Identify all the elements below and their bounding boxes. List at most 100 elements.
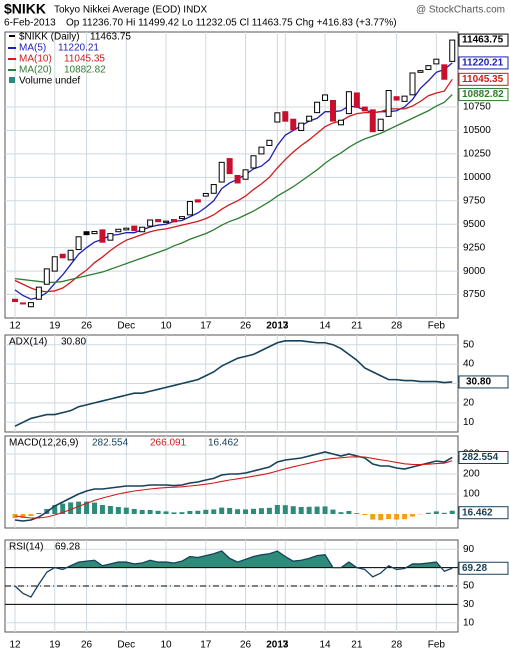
x-tick-label: 26 (240, 640, 252, 651)
y-tick-label: 9250 (463, 242, 486, 253)
histogram-bar (187, 511, 193, 514)
candle-body (353, 92, 360, 108)
x-tick-label: 12 (9, 321, 21, 332)
x-tick-label: Feb (428, 321, 446, 332)
histogram-bar (131, 509, 137, 514)
value-tag-label: 11463.75 (462, 35, 504, 46)
candle-body (234, 174, 241, 184)
histogram-bar (338, 512, 344, 514)
histogram-bar (147, 510, 153, 514)
legend-label: $NIKK (Daily) (19, 32, 80, 43)
value-tag: 11220.21 (458, 56, 509, 70)
histogram-bar (274, 505, 280, 514)
panel-value: 69.28 (55, 542, 80, 553)
y-tick-label: 9500 (463, 219, 486, 230)
candle-body (330, 99, 336, 122)
histogram-bar (195, 510, 201, 514)
candle-body (147, 219, 154, 227)
overbought-fill (15, 551, 453, 568)
value-tag-box (458, 72, 509, 86)
histogram-bar (123, 507, 129, 514)
legend-value: 11045.35 (64, 54, 105, 65)
histogram-bar (425, 512, 431, 514)
candle-body (449, 39, 456, 62)
histogram-bar (251, 508, 256, 514)
legend-label: Volume undef (19, 76, 80, 87)
histogram-bar (139, 510, 145, 514)
x-tick-label: 26 (81, 640, 93, 651)
x-tick-label: 19 (49, 321, 61, 332)
y-tick-label: 9750 (463, 195, 486, 206)
y-tick-label: 30 (463, 599, 475, 610)
candle-body (385, 90, 392, 117)
histogram-bar (362, 514, 368, 515)
histogram-bar (346, 511, 352, 514)
candle-body (266, 139, 273, 146)
histogram-bar (266, 507, 272, 514)
value-tag: 282.554 (458, 450, 509, 464)
legend-swatch (9, 77, 15, 83)
x-tick-label: 2013 (266, 321, 289, 332)
histogram-bar (330, 509, 336, 514)
x-tick-label: 14 (319, 640, 331, 651)
value-tag-label: 16.462 (462, 507, 493, 518)
y-tick-label: 100 (463, 489, 480, 500)
legend-label: MA(10) (19, 54, 52, 65)
symbol-name: Tokyo Nikkei Average (EOD) INDX (54, 5, 208, 16)
x-tick-label: 17 (200, 321, 212, 332)
candle-body (322, 94, 329, 101)
y-tick-label: 10 (463, 617, 475, 628)
histogram-bar (235, 509, 241, 514)
panel-value: 16.462 (208, 438, 239, 449)
panel-label: RSI(14) (9, 542, 43, 553)
candle-body (433, 58, 440, 65)
value-tag-label: 282.554 (462, 452, 499, 463)
histogram-bar (171, 512, 177, 514)
candle-body (99, 229, 106, 243)
candle-body (258, 146, 265, 155)
y-tick-label: 90 (463, 544, 475, 555)
histogram-bar (306, 506, 312, 514)
candle-body (194, 199, 201, 203)
histogram-bar (410, 514, 415, 517)
x-tick-label: 28 (391, 640, 403, 651)
x-tick-label: 7 (283, 640, 289, 651)
candle-body (202, 192, 209, 197)
histogram-bar (60, 503, 66, 514)
value-tag-box (458, 88, 509, 102)
y-tick-label: 10500 (463, 125, 491, 136)
histogram-bar (322, 506, 328, 514)
value-tag-box (458, 56, 509, 70)
value-tag: 16.462 (458, 506, 509, 520)
histogram-bar (155, 510, 161, 514)
panel-label: MACD(12,26,9) (9, 438, 78, 449)
histogram-bar (354, 513, 360, 514)
y-tick-label: 50 (463, 339, 475, 350)
x-tick-label: Feb (428, 640, 446, 651)
panel-frame (4, 31, 459, 319)
histogram-bar (227, 508, 233, 514)
candle-body (43, 268, 50, 285)
panel-label: ADX(14) (9, 337, 47, 348)
legend-value: 11220.21 (58, 43, 99, 54)
candle-body (441, 64, 448, 80)
candle-body (314, 101, 321, 114)
value-tag-box (458, 33, 509, 47)
x-tick-label: 7 (283, 321, 289, 332)
candle-body (401, 95, 408, 102)
candle-body (12, 298, 18, 302)
candle-body (361, 106, 368, 112)
x-tick-label: 26 (240, 321, 252, 332)
candle-body (377, 118, 384, 131)
candle-body (186, 201, 193, 216)
value-tag-box (458, 561, 509, 575)
adx-line (14, 340, 453, 427)
value-tag-box (458, 375, 509, 389)
panel-value: 282.554 (92, 438, 129, 449)
legend-value: 10882.82 (64, 65, 106, 76)
histogram-bar (402, 514, 408, 520)
macd-line (14, 451, 453, 522)
candle-body (123, 227, 130, 231)
value-tag-box (458, 450, 509, 464)
candle-body (91, 230, 98, 235)
